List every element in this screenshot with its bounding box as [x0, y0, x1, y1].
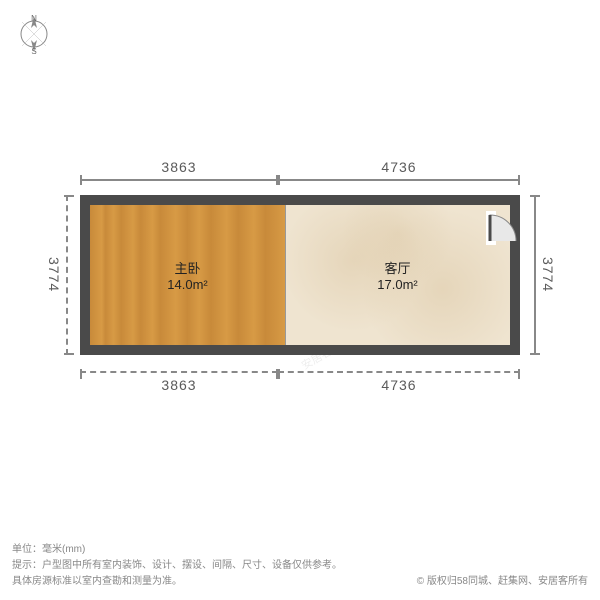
bedroom-label: 主卧 — [174, 258, 200, 277]
footer: 单位：毫米(mm) 提示：户型图中所有室内装饰、设计、摆设、间隔、尺寸、设备仅供… — [12, 542, 588, 590]
dim-line-left — [66, 195, 68, 355]
room-living: 客厅 17.0m² — [285, 205, 510, 345]
dim-line-bottom-right — [278, 371, 520, 373]
door-icon — [486, 211, 520, 245]
footer-unit: 单位：毫米(mm) — [12, 542, 342, 558]
living-area: 17.0m² — [377, 277, 417, 292]
compass-icon: N S — [12, 12, 56, 56]
footer-note: 具体房源标准以室内查勘和测量为准。 — [12, 574, 342, 590]
dim-right: 3774 — [540, 195, 556, 355]
footer-hint: 提示：户型图中所有室内装饰、设计、摆设、间隔、尺寸、设备仅供参考。 — [12, 558, 342, 574]
dim-top-right: 4736 — [278, 159, 520, 175]
living-label: 客厅 — [384, 258, 410, 277]
dim-line-top-right — [278, 179, 520, 181]
dim-line-right — [534, 195, 536, 355]
dim-bottom-left: 3863 — [80, 377, 278, 393]
dim-line-bottom-left — [80, 371, 278, 373]
plan-outline: 主卧 14.0m² 客厅 17.0m² — [80, 195, 520, 355]
floorplan: 3863 4736 3863 4736 3774 3774 主卧 14.0m² … — [60, 155, 540, 395]
bedroom-area: 14.0m² — [167, 277, 207, 292]
dim-left: 3774 — [46, 195, 62, 355]
copyright: © 版权归58同城、赶集网、安居客所有 — [417, 574, 588, 590]
dim-line-top-left — [80, 179, 278, 181]
compass-s: S — [31, 47, 36, 56]
dim-top-left: 3863 — [80, 159, 278, 175]
room-bedroom: 主卧 14.0m² — [90, 205, 285, 345]
room-divider — [285, 205, 286, 345]
dim-bottom-right: 4736 — [278, 377, 520, 393]
compass-n: N — [31, 14, 37, 23]
